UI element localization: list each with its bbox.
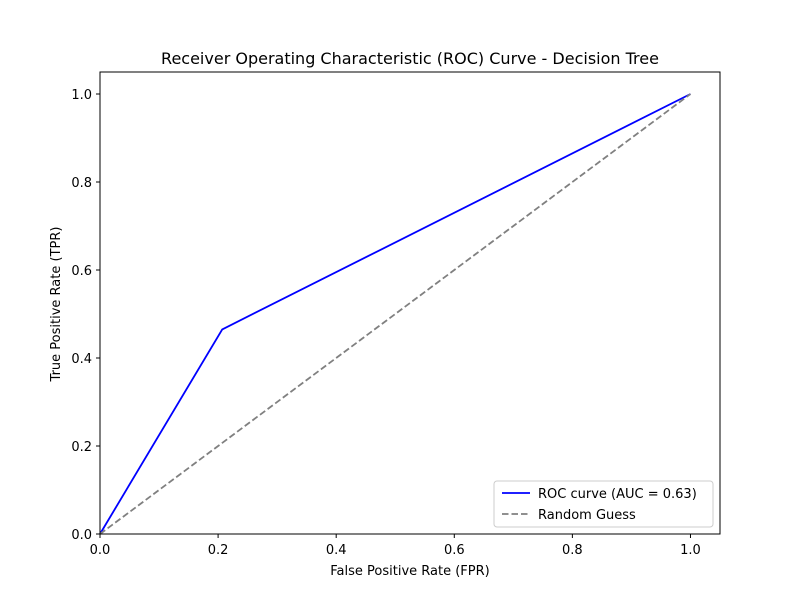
y-axis-label: True Positive Rate (TPR) (49, 227, 64, 383)
x-tick-label: 0.2 (208, 543, 229, 558)
x-axis-label: False Positive Rate (FPR) (330, 564, 489, 579)
x-tick-label: 0.8 (562, 543, 583, 558)
legend-label-0: ROC curve (AUC = 0.63) (538, 487, 697, 502)
x-tick-label: 0.6 (444, 543, 465, 558)
y-tick-label: 0.8 (71, 176, 92, 191)
x-tick-label: 0.0 (90, 543, 111, 558)
plot-area: 0.0 0.2 0.4 0.6 0.8 1.0 0.0 0.2 0.4 0.6 0.8 1.0 (71, 71, 721, 558)
plot-frame (99, 71, 721, 535)
y-tick-label: 0.6 (71, 264, 92, 279)
legend: ROC curve (AUC = 0.63) Random Guess (493, 480, 714, 528)
legend-box (493, 480, 714, 528)
y-tick-label: 0.0 (71, 528, 92, 543)
x-tick-label: 0.4 (326, 543, 347, 558)
y-tick-label: 0.4 (71, 352, 92, 367)
series-line-1 (99, 93, 692, 535)
legend-label-1: Random Guess (538, 508, 636, 523)
x-tick-label: 1.0 (680, 543, 701, 558)
series-line-0 (99, 93, 691, 535)
y-tick-label: 1.0 (71, 88, 92, 103)
chart-title: Receiver Operating Characteristic (ROC) … (161, 49, 659, 68)
y-tick-label: 0.2 (71, 440, 92, 455)
